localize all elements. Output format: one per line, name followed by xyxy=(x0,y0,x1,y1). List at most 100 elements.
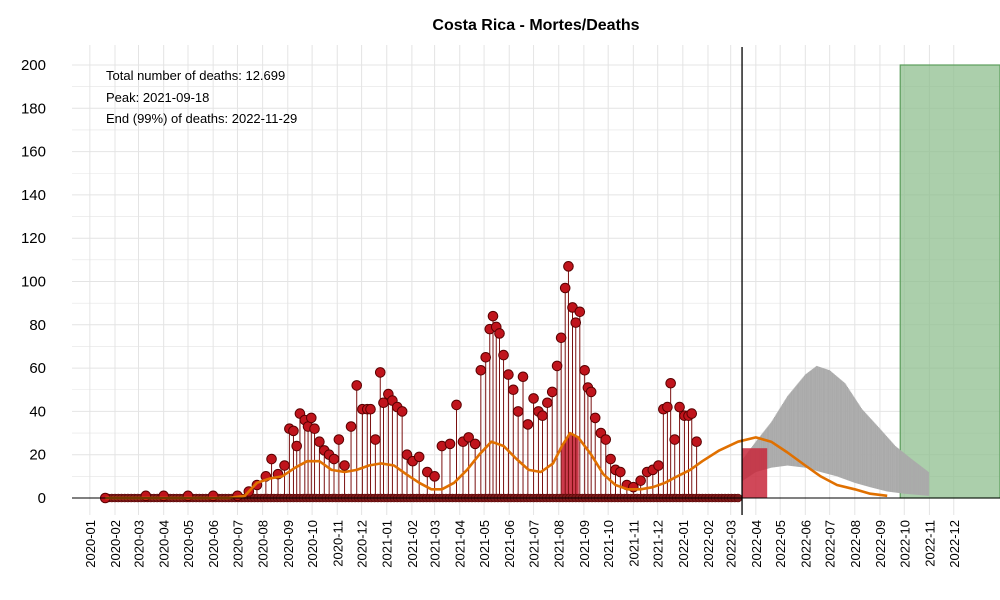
observed-point xyxy=(546,386,558,398)
x-tick-label: 2022-12 xyxy=(947,520,962,568)
observed-point xyxy=(669,434,681,445)
x-tick-label: 2020-07 xyxy=(230,520,245,568)
y-tick-label: 60 xyxy=(29,360,46,377)
observed-point xyxy=(333,434,345,445)
x-tick-label: 2021-10 xyxy=(601,520,616,568)
observed-point xyxy=(469,438,481,450)
grid xyxy=(72,45,1000,515)
observed-point xyxy=(574,306,586,318)
x-tick-label: 2022-07 xyxy=(823,520,838,568)
y-tick-label: 80 xyxy=(29,317,46,334)
x-tick-label: 2020-02 xyxy=(108,520,123,568)
cutoff-window xyxy=(742,448,768,498)
end-window xyxy=(899,64,1000,499)
observed-point xyxy=(266,453,277,465)
stems-layer xyxy=(145,266,698,498)
x-tick-label: 2021-06 xyxy=(502,520,517,568)
observed-point xyxy=(585,386,597,398)
x-tick-label: 2020-01 xyxy=(83,520,98,568)
x-tick-label: 2021-04 xyxy=(453,520,468,568)
x-tick-label: 2021-02 xyxy=(405,520,420,568)
observed-point xyxy=(528,393,539,404)
observed-point xyxy=(686,408,698,419)
observed-point xyxy=(378,397,389,409)
observed-point xyxy=(512,406,524,417)
observed-point xyxy=(429,471,440,482)
observed-point xyxy=(339,460,350,471)
y-tick-label: 200 xyxy=(21,57,46,74)
observed-point xyxy=(314,436,325,448)
observed-point xyxy=(413,451,425,463)
x-tick-label: 2020-12 xyxy=(355,520,370,568)
observed-point xyxy=(494,328,505,339)
projection-layer xyxy=(742,365,930,496)
observed-point xyxy=(291,440,302,452)
observed-point xyxy=(328,453,340,465)
curve-layer xyxy=(105,431,888,500)
x-tick-label: 2020-08 xyxy=(256,520,271,568)
y-tick-labels: 0 20 40 60 80 100 120 140 160 180 200 xyxy=(21,57,46,507)
observed-point xyxy=(579,364,590,376)
x-tick-label: 2021-12 xyxy=(651,520,666,568)
observed-point xyxy=(288,425,299,437)
points-layer xyxy=(99,261,702,504)
x-tick-label: 2022-03 xyxy=(724,520,739,568)
x-tick-label: 2021-11 xyxy=(626,520,641,567)
observed-point xyxy=(522,419,534,430)
fitted-curve xyxy=(105,431,888,500)
y-tick-label: 20 xyxy=(29,447,46,464)
observed-point xyxy=(374,367,386,378)
y-tick-label: 100 xyxy=(21,274,46,291)
observed-point xyxy=(600,434,612,445)
x-tick-labels: 2020-01 2020-02 2020-03 2020-04 2020-05 2020-… xyxy=(83,520,962,568)
observed-point xyxy=(498,349,509,361)
observed-point xyxy=(542,397,553,409)
observed-point xyxy=(351,380,363,391)
observed-point xyxy=(345,421,357,432)
y-tick-label: 120 xyxy=(21,230,46,247)
observed-point xyxy=(487,310,499,322)
x-tick-label: 2022-01 xyxy=(676,520,691,568)
y-tick-label: 180 xyxy=(21,100,46,117)
x-tick-label: 2021-08 xyxy=(552,520,567,568)
observed-point xyxy=(507,384,519,396)
observed-point xyxy=(451,399,462,411)
observed-point xyxy=(589,412,601,424)
observed-point xyxy=(635,475,646,486)
x-tick-label: 2020-09 xyxy=(281,520,296,568)
y-tick-label: 160 xyxy=(21,144,46,161)
observed-point xyxy=(537,410,548,422)
peak-annotation: Peak: 2021-09-18 xyxy=(106,90,209,105)
x-tick-label: 2020-03 xyxy=(132,520,147,568)
observed-point xyxy=(615,466,626,478)
y-tick-label: 40 xyxy=(29,403,46,420)
observed-point xyxy=(570,317,582,328)
observed-point xyxy=(396,406,408,417)
observed-point xyxy=(559,282,571,294)
x-tick-label: 2020-05 xyxy=(181,520,196,568)
x-tick-label: 2022-08 xyxy=(848,520,863,568)
observed-point xyxy=(279,460,290,471)
y-tick-label: 0 xyxy=(38,490,46,507)
observed-point xyxy=(444,438,456,450)
x-tick-label: 2021-01 xyxy=(380,520,395,568)
x-tick-label: 2020-10 xyxy=(305,520,320,568)
observed-point xyxy=(662,401,673,413)
x-tick-label: 2021-03 xyxy=(428,520,443,568)
observed-point xyxy=(475,364,487,376)
chart-title: Costa Rica - Mortes/Deaths xyxy=(432,17,639,34)
observed-point xyxy=(517,371,529,383)
total-deaths-annotation: Total number of deaths: 12.699 xyxy=(106,68,285,83)
end-annotation: End (99%) of deaths: 2022-11-29 xyxy=(106,111,297,126)
observed-point xyxy=(605,453,616,465)
observed-point xyxy=(365,403,376,415)
end-window-layer xyxy=(899,64,1000,499)
observed-point xyxy=(503,369,514,380)
observed-point xyxy=(480,351,492,363)
x-tick-label: 2022-06 xyxy=(798,520,813,568)
axes xyxy=(72,47,1000,515)
observed-point xyxy=(463,432,474,443)
observed-point xyxy=(555,332,567,344)
observed-point xyxy=(306,412,317,424)
